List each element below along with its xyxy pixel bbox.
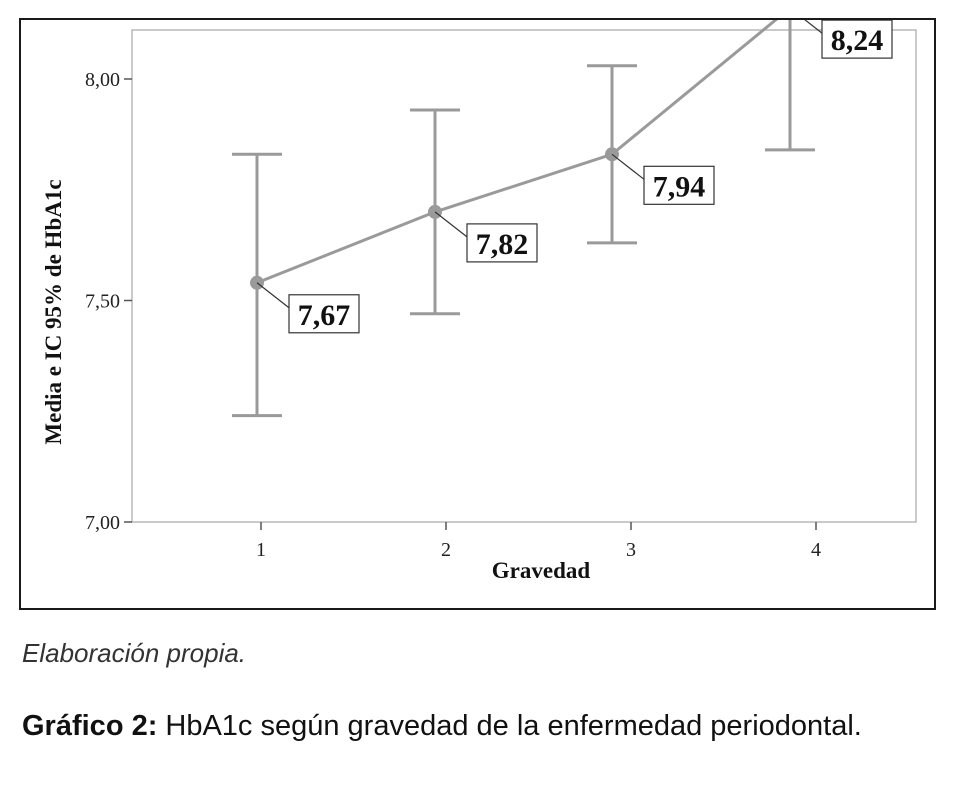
x-tick-label: 1 (256, 539, 266, 561)
x-tick-label: 3 (626, 539, 636, 561)
figure-caption: Gráfico 2: HbA1c según gravedad de la enf… (22, 705, 922, 747)
caption-label: Gráfico 2: (22, 710, 158, 742)
y-tick-label: 7,00 (85, 512, 120, 534)
x-tick-label: 4 (811, 539, 821, 561)
data-label-leader (256, 282, 290, 309)
x-tick-label: 2 (441, 539, 451, 561)
y-axis-ticks: 7,007,508,008,509,00 (85, 69, 132, 534)
data-label-leader (804, 20, 823, 34)
source-note: Elaboración propia. (22, 638, 247, 668)
data-label-leader (611, 153, 645, 180)
data-label-box (288, 294, 360, 334)
y-tick-label: 8,00 (85, 69, 120, 91)
plot-area (131, 29, 917, 523)
data-label-box (643, 165, 715, 205)
y-axis-title: Media e IC 95% de HbA1c (41, 179, 66, 444)
data-label: 8,24 (831, 24, 884, 57)
data-labels: 7,67 7,82 7,94 8,24 (256, 20, 893, 334)
series-line (256, 20, 778, 285)
data-label: 7,67 (298, 299, 351, 332)
data-label-leader (434, 211, 468, 238)
data-label-box (821, 20, 893, 59)
x-axis-ticks: 1 2 3 4 (256, 522, 821, 561)
data-label-box (466, 223, 538, 263)
data-label: 7,94 (653, 170, 706, 203)
data-label: 7,82 (476, 228, 529, 261)
x-axis-title: Gravedad (492, 558, 591, 583)
y-tick-label: 7,50 (85, 291, 120, 313)
caption-text: HbA1c según gravedad de la enfermedad pe… (165, 710, 862, 742)
